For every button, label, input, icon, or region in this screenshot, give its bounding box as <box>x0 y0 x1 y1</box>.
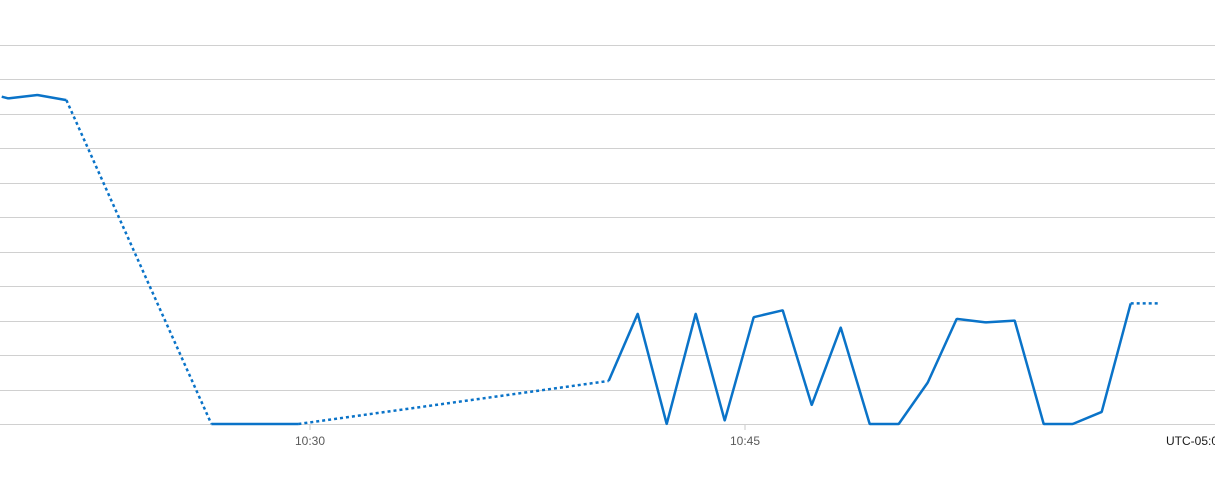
series-gap-segment <box>65 99 213 425</box>
data-point <box>7 97 10 100</box>
series-segment <box>37 93 67 102</box>
gridlines <box>0 45 1215 425</box>
data-point <box>665 422 668 426</box>
series-segment <box>897 381 929 425</box>
series-segment <box>694 313 726 421</box>
data-point <box>723 419 726 422</box>
data-point <box>1071 422 1074 426</box>
data-point <box>984 321 987 324</box>
data-point <box>1013 319 1016 322</box>
series-segment <box>753 309 783 319</box>
data-point <box>781 309 784 312</box>
series-segment <box>810 327 842 406</box>
x-tick-label: 10:45 <box>730 434 760 448</box>
data-point <box>868 422 871 426</box>
series-segment <box>8 93 38 100</box>
series-segment <box>665 313 697 425</box>
data-point <box>926 381 929 384</box>
x-axis-ticks: 10:30 10:45 <box>295 425 760 448</box>
data-point <box>752 316 755 319</box>
data-point <box>839 326 842 329</box>
series-segment <box>781 309 813 406</box>
series-segment <box>985 319 1015 324</box>
data-point <box>810 403 813 407</box>
data-point <box>897 422 900 426</box>
series-segment <box>1 95 9 100</box>
series-segment <box>607 313 639 382</box>
series-segment <box>956 317 986 324</box>
data-point <box>36 93 39 97</box>
series-segment <box>926 318 958 384</box>
data-point <box>636 312 639 315</box>
data-point <box>694 312 697 315</box>
series-layer <box>1 93 1160 426</box>
series-segment <box>1100 303 1132 413</box>
timezone-label: UTC-05:00 <box>1166 434 1215 448</box>
data-point <box>1042 422 1045 426</box>
data-point <box>1100 410 1103 414</box>
series-segment <box>839 327 871 425</box>
data-point <box>955 317 958 321</box>
series-segment <box>636 313 668 425</box>
series-segment <box>1072 410 1103 426</box>
series-segment <box>1013 320 1045 425</box>
series-segment <box>723 316 755 421</box>
series-gap-segment <box>298 379 609 426</box>
x-tick-label: 10:30 <box>295 434 325 448</box>
